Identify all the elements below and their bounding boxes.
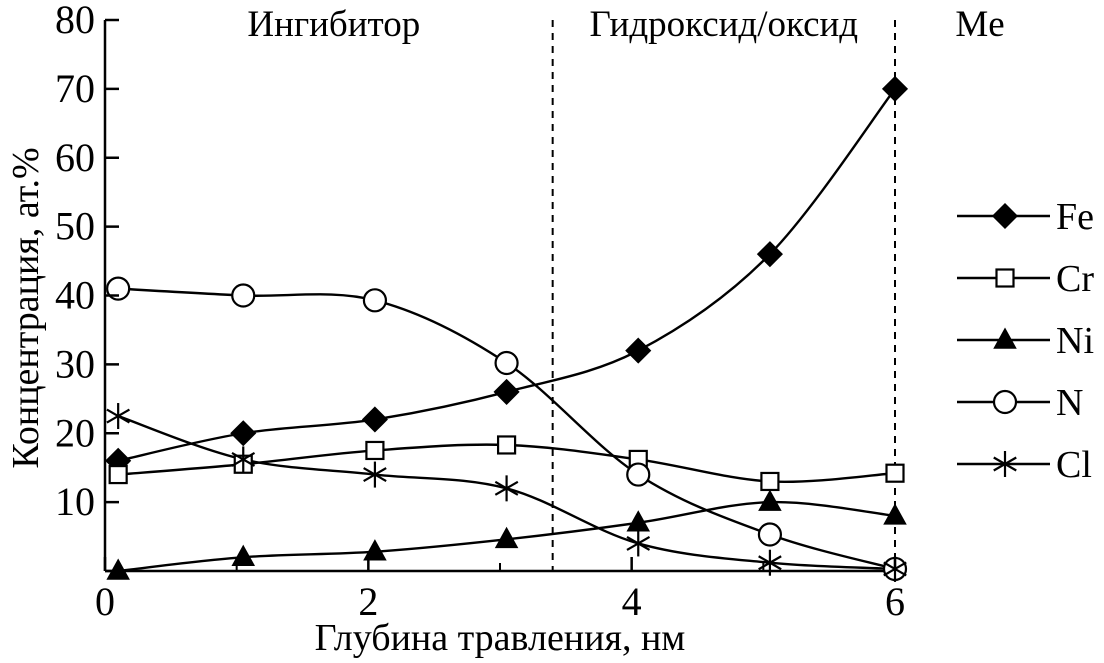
legend-label: Fe xyxy=(1056,196,1094,238)
data-point-cr xyxy=(496,435,517,455)
y-tick-label: 10 xyxy=(55,479,95,524)
data-point-n xyxy=(106,276,131,301)
asterisk-stroke xyxy=(494,480,519,496)
legend-marker-cl xyxy=(993,451,1017,477)
legend-item-cr: Cr xyxy=(957,258,1094,300)
data-point-cr xyxy=(760,471,780,492)
data-point-n xyxy=(231,283,256,308)
data-point-cl xyxy=(231,446,256,473)
y-axis-title: Концентрация, ат.% xyxy=(5,147,47,468)
labels: Концентрация, ат.% Глубина травления, нм xyxy=(5,147,685,659)
data-point-n xyxy=(494,350,519,376)
x-tick-label: 6 xyxy=(885,579,905,624)
x-axis-title: Глубина травления, нм xyxy=(315,617,686,659)
legend-marker-fe xyxy=(991,202,1019,230)
region-labels: Ингибитор Гидроксид/оксид Me xyxy=(247,4,1004,45)
legend-marker-n xyxy=(992,389,1018,415)
legend-label: N xyxy=(1056,382,1083,424)
legend-item-ni: Ni xyxy=(957,320,1094,362)
data-point-cl xyxy=(106,403,130,430)
data-point-cl xyxy=(494,475,519,502)
data-point-fe xyxy=(493,378,520,405)
legend: Fe Cr Ni N Cl xyxy=(957,196,1094,486)
region-label-2: Гидроксид/оксид xyxy=(590,4,859,45)
y-tick-label: 80 xyxy=(55,0,95,42)
series-markers xyxy=(105,75,909,582)
data-point-cl xyxy=(626,530,651,557)
data-point-ni xyxy=(231,544,256,566)
legend-item-fe: Fe xyxy=(957,196,1094,238)
data-point-fe xyxy=(230,420,257,447)
data-point-cr xyxy=(365,440,385,461)
data-point-ni xyxy=(106,558,130,580)
asterisk-stroke xyxy=(363,467,387,483)
data-point-n xyxy=(626,462,651,487)
series-line-fe xyxy=(117,88,896,462)
asterisk-stroke xyxy=(993,456,1017,472)
data-point-ni xyxy=(758,489,782,511)
data-point-cl xyxy=(363,461,387,488)
x-tick-label: 0 xyxy=(95,579,115,624)
data-point-n xyxy=(362,288,388,313)
data-point-n xyxy=(757,522,783,547)
region-label-1: Ингибитор xyxy=(247,4,420,45)
legend-label: Cl xyxy=(1056,444,1092,486)
axis-ticks: 10 20 30 40 50 60 70 80 0 2 4 6 xyxy=(55,0,905,624)
asterisk-stroke xyxy=(626,535,651,551)
y-tick-label: 70 xyxy=(55,66,95,111)
data-point-fe xyxy=(625,337,652,364)
data-point-ni xyxy=(363,539,387,561)
x-tick-label: 4 xyxy=(622,579,642,624)
data-point-fe xyxy=(756,241,783,268)
asterisk-stroke xyxy=(231,451,256,467)
region-label-3: Me xyxy=(955,4,1004,45)
asterisk-stroke xyxy=(106,408,130,424)
data-point-ni xyxy=(494,526,519,549)
legend-item-n: N xyxy=(957,382,1083,424)
y-tick-label: 60 xyxy=(55,135,95,180)
legend-label: Ni xyxy=(1056,320,1094,362)
x-tick-label: 2 xyxy=(358,579,378,624)
data-point-cr xyxy=(108,464,128,485)
legend-marker-ni xyxy=(993,327,1017,349)
y-tick-label: 20 xyxy=(55,410,95,455)
data-point-fe xyxy=(881,75,909,102)
y-tick-label: 40 xyxy=(55,273,95,318)
data-point-ni xyxy=(883,503,907,525)
legend-marker-cr xyxy=(995,268,1015,288)
legend-item-cl: Cl xyxy=(957,444,1092,486)
legend-label: Cr xyxy=(1056,258,1094,300)
data-point-cr xyxy=(885,463,905,483)
y-tick-label: 30 xyxy=(55,341,95,386)
data-point-fe xyxy=(361,406,388,433)
y-tick-label: 50 xyxy=(55,204,95,249)
